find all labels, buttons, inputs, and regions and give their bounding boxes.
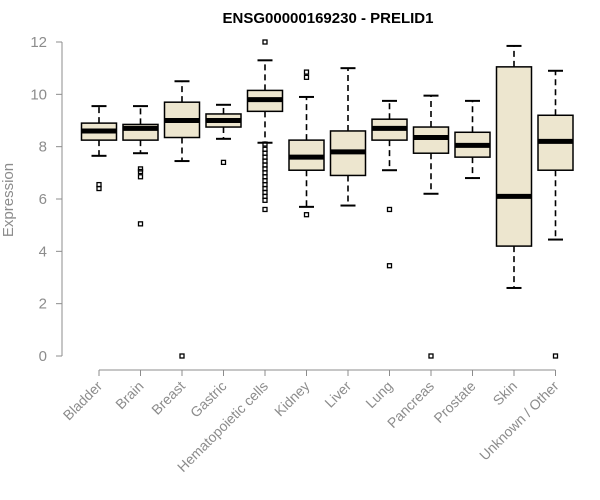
y-tick-label-2: 4 [39,243,47,260]
y-tick-label-5: 10 [30,86,47,103]
box-5 [288,69,325,218]
box-1 [122,105,159,227]
box-9 [454,99,491,180]
box-8 [412,94,450,359]
y-tick-label-3: 6 [39,191,47,208]
outlier-4-1 [262,141,268,147]
y-axis: 0 2 4 6 8 10 12 [30,34,63,365]
y-tick-label-1: 2 [39,296,47,313]
box-2 [163,80,201,359]
outlier-7-1 [386,263,393,269]
x-tick-label-11: Unknown / Other [476,378,562,464]
box-10 [495,44,533,289]
x-tick-label-0: Bladder [60,378,106,424]
outlier-4-16 [262,206,268,213]
box-3 [205,103,242,166]
y-tick-label-6: 12 [30,34,47,51]
outlier-7-0 [386,206,393,213]
box-7 [371,99,408,269]
outlier-4-15 [262,197,268,203]
x-tick-label-2: Breast [148,378,188,418]
outlier-4-0 [262,39,268,45]
box-series [80,39,574,359]
outlier-2-0 [179,353,185,359]
x-tick-label-1: Brain [112,378,146,412]
box-4 [246,39,284,213]
box-11 [537,69,574,359]
x-tick-label-9: Prostate [430,378,478,426]
x-tick-label-6: Liver [321,378,354,411]
outlier-5-1 [303,74,310,80]
outlier-5-0 [303,69,310,75]
outlier-5-2 [303,212,310,218]
x-tick-label-10: Skin [490,378,521,409]
outlier-0-1 [96,181,102,188]
box-6 [329,67,367,207]
outlier-11-0 [552,353,559,359]
y-tick-label-0: 0 [39,348,47,365]
outlier-1-2 [137,174,144,180]
y-tick-label-4: 8 [39,139,47,156]
outlier-1-3 [137,221,144,227]
y-axis-label: Expression [0,163,17,237]
outlier-3-0 [220,159,227,166]
chart-title: ENSG00000169230 - PRELID1 [223,10,434,27]
box-rect-8 [412,126,450,154]
outlier-1-1 [137,168,144,175]
box-0 [80,105,118,192]
x-tick-label-5: Kidney [271,378,313,420]
x-tick-label-7: Lung [362,378,395,411]
outlier-8-0 [428,353,434,359]
box-rect-10 [495,66,533,247]
